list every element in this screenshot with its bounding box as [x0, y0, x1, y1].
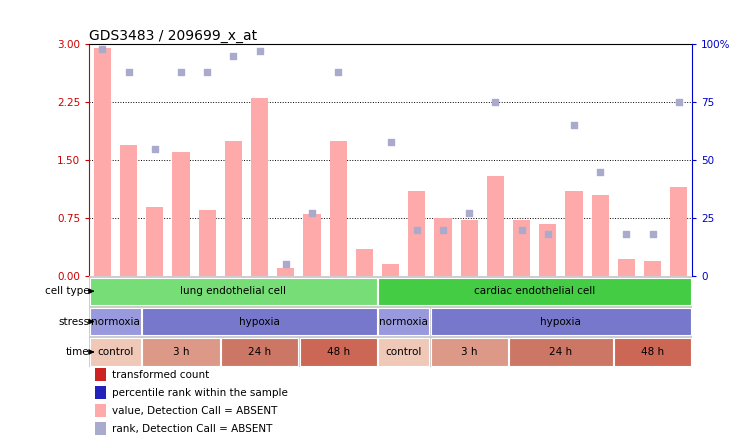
- Point: [97, 45, 109, 52]
- Point: [228, 52, 240, 59]
- Bar: [614, 338, 691, 366]
- Point: [385, 138, 397, 145]
- Bar: [378, 308, 429, 335]
- Text: cardiac endothelial cell: cardiac endothelial cell: [474, 286, 595, 296]
- Bar: [251, 99, 268, 276]
- Point: [568, 122, 580, 129]
- Bar: [95, 404, 106, 417]
- Text: 48 h: 48 h: [641, 347, 664, 357]
- Text: rank, Detection Call = ABSENT: rank, Detection Call = ABSENT: [112, 424, 272, 434]
- Bar: [670, 187, 687, 276]
- Bar: [90, 338, 141, 366]
- Bar: [142, 308, 376, 335]
- Bar: [434, 218, 452, 276]
- Text: normoxia: normoxia: [379, 317, 428, 327]
- Point: [647, 231, 658, 238]
- Point: [437, 226, 449, 233]
- Bar: [278, 268, 295, 276]
- Bar: [565, 191, 583, 276]
- Point: [306, 210, 318, 217]
- Text: cell type: cell type: [45, 286, 89, 296]
- Bar: [510, 338, 612, 366]
- Text: value, Detection Call = ABSENT: value, Detection Call = ABSENT: [112, 406, 278, 416]
- Bar: [300, 338, 376, 366]
- Point: [464, 210, 475, 217]
- Bar: [378, 338, 429, 366]
- Text: normoxia: normoxia: [91, 317, 140, 327]
- Bar: [378, 278, 691, 305]
- Text: 3 h: 3 h: [461, 347, 478, 357]
- Text: transformed count: transformed count: [112, 370, 209, 380]
- Bar: [513, 220, 530, 276]
- Bar: [90, 278, 376, 305]
- Text: hypoxia: hypoxia: [239, 317, 280, 327]
- Text: 48 h: 48 h: [327, 347, 350, 357]
- Bar: [120, 145, 137, 276]
- Bar: [95, 368, 106, 381]
- Bar: [95, 422, 106, 435]
- Bar: [221, 338, 298, 366]
- Text: percentile rank within the sample: percentile rank within the sample: [112, 388, 288, 398]
- Bar: [147, 206, 163, 276]
- Bar: [330, 141, 347, 276]
- Point: [201, 69, 213, 76]
- Point: [411, 226, 423, 233]
- Bar: [461, 220, 478, 276]
- Bar: [94, 48, 111, 276]
- Point: [490, 99, 501, 106]
- Text: time: time: [66, 347, 89, 357]
- Bar: [142, 338, 219, 366]
- Text: control: control: [385, 347, 422, 357]
- Bar: [644, 261, 661, 276]
- Text: control: control: [97, 347, 134, 357]
- Text: lung endothelial cell: lung endothelial cell: [180, 286, 286, 296]
- Bar: [356, 249, 373, 276]
- Point: [542, 231, 554, 238]
- Point: [516, 226, 527, 233]
- Point: [149, 145, 161, 152]
- Point: [673, 99, 684, 106]
- Bar: [90, 308, 141, 335]
- Text: 3 h: 3 h: [173, 347, 189, 357]
- Bar: [487, 176, 504, 276]
- Point: [123, 69, 135, 76]
- Point: [620, 231, 632, 238]
- Bar: [539, 223, 557, 276]
- Bar: [95, 386, 106, 399]
- Point: [175, 69, 187, 76]
- Point: [254, 48, 266, 55]
- Text: 24 h: 24 h: [248, 347, 271, 357]
- Text: hypoxia: hypoxia: [540, 317, 581, 327]
- Bar: [408, 191, 426, 276]
- Bar: [199, 210, 216, 276]
- Point: [333, 69, 344, 76]
- Text: stress: stress: [59, 317, 89, 327]
- Bar: [173, 152, 190, 276]
- Bar: [591, 195, 609, 276]
- Point: [594, 168, 606, 175]
- Bar: [431, 338, 507, 366]
- Point: [280, 261, 292, 268]
- Text: GDS3483 / 209699_x_at: GDS3483 / 209699_x_at: [89, 29, 257, 44]
- Bar: [431, 308, 691, 335]
- Bar: [304, 214, 321, 276]
- Bar: [225, 141, 242, 276]
- Bar: [382, 265, 399, 276]
- Bar: [618, 259, 635, 276]
- Text: 24 h: 24 h: [549, 347, 572, 357]
